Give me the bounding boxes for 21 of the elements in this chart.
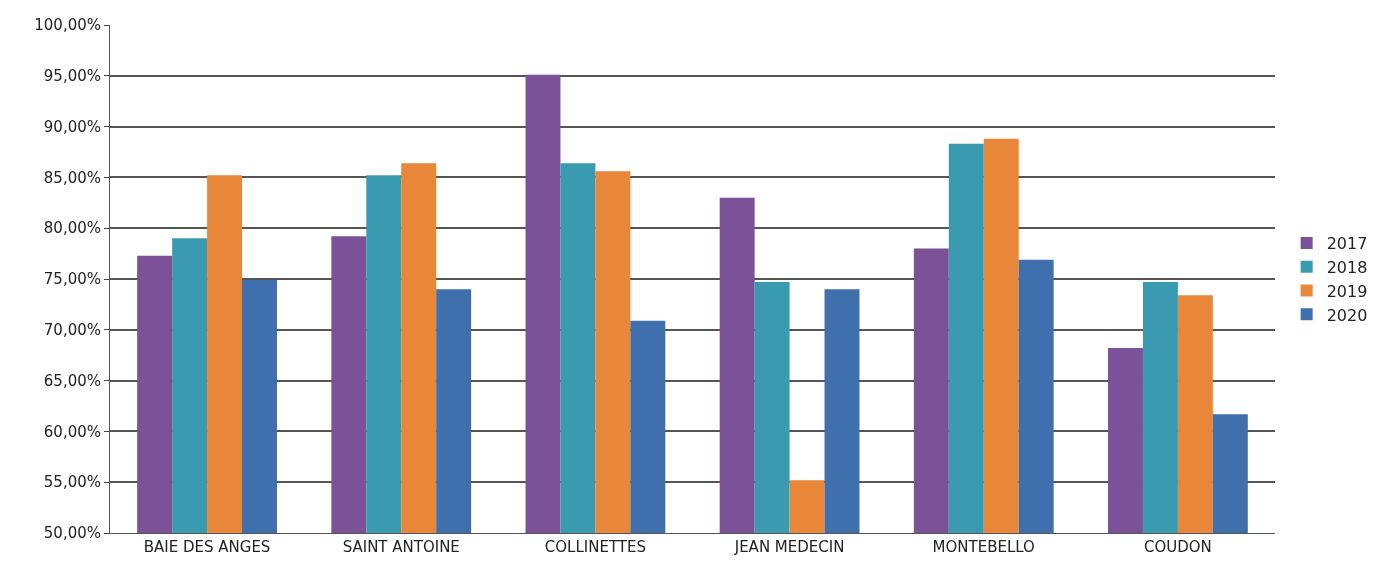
y-tick-label: 85,00%	[43, 168, 101, 187]
y-tick-label: 95,00%	[43, 67, 101, 86]
legend-label: 2018	[1326, 257, 1368, 277]
x-tick-label: COUDON	[1144, 538, 1212, 556]
y-tick-label: 75,00%	[43, 270, 101, 289]
x-tick-label: JEAN MEDECIN	[733, 538, 845, 556]
y-tick-label: 90,00%	[43, 117, 101, 136]
y-tick-label: 80,00%	[43, 219, 101, 238]
x-tick-label: MONTEBELLO	[932, 538, 1035, 556]
legend-label: 2017	[1326, 234, 1368, 254]
y-tick-label: 65,00%	[43, 371, 101, 390]
x-tick-label: BAIE DES ANGES	[143, 538, 271, 556]
legend-label: 2019	[1326, 281, 1368, 301]
y-tick-label: 70,00%	[43, 321, 101, 340]
y-tick-label: 55,00%	[43, 473, 101, 492]
y-tick-label: 60,00%	[43, 422, 101, 441]
x-tick-label: COLLINETTES	[544, 538, 647, 556]
y-tick-label: 50,00%	[43, 524, 101, 543]
x-tick-label: SAINT ANTOINE	[342, 538, 460, 556]
y-tick-label: 100,00%	[34, 16, 101, 35]
legend-label: 2020	[1326, 305, 1368, 325]
